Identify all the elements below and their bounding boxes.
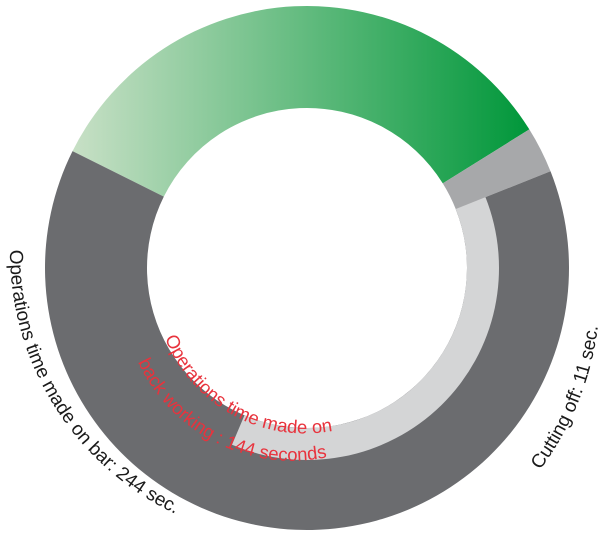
chart-inner-segment-back-working — [232, 197, 500, 461]
chart-slice-operations-bar — [45, 151, 570, 531]
chart-slice-green — [72, 6, 530, 197]
chart-slice-cutting-off — [442, 129, 551, 209]
